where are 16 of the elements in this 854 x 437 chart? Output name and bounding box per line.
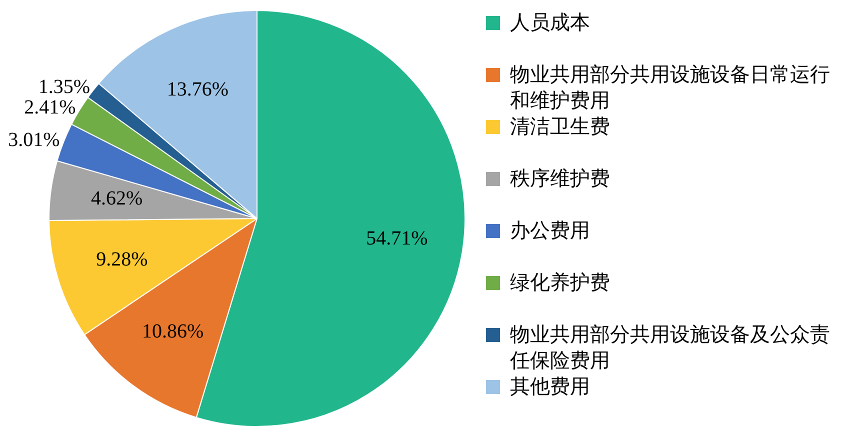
data-label: 54.71%: [366, 228, 428, 250]
legend-label: 清洁卫生费: [510, 115, 610, 140]
data-label: 13.76%: [166, 78, 229, 100]
legend-label: 人员成本: [510, 11, 590, 36]
data-label: 2.41%: [24, 96, 76, 119]
legend-label: 办公费用: [510, 219, 590, 244]
legend-label: 其他费用: [510, 375, 590, 400]
legend-label: 物业共用部分共用设施设备日常运行和维护费用: [510, 63, 831, 114]
data-label: 3.01%: [8, 129, 60, 152]
data-label: 1.35%: [38, 76, 90, 98]
legend-label: 物业共用部分共用设施设备及公众责任保险费用: [510, 323, 831, 374]
data-label: 9.28%: [96, 248, 148, 271]
data-label: 10.86%: [142, 320, 204, 342]
legend-label: 秩序维护费: [510, 167, 610, 192]
legend-label: 绿化养护费: [510, 271, 610, 296]
data-label: 4.62%: [91, 188, 143, 210]
